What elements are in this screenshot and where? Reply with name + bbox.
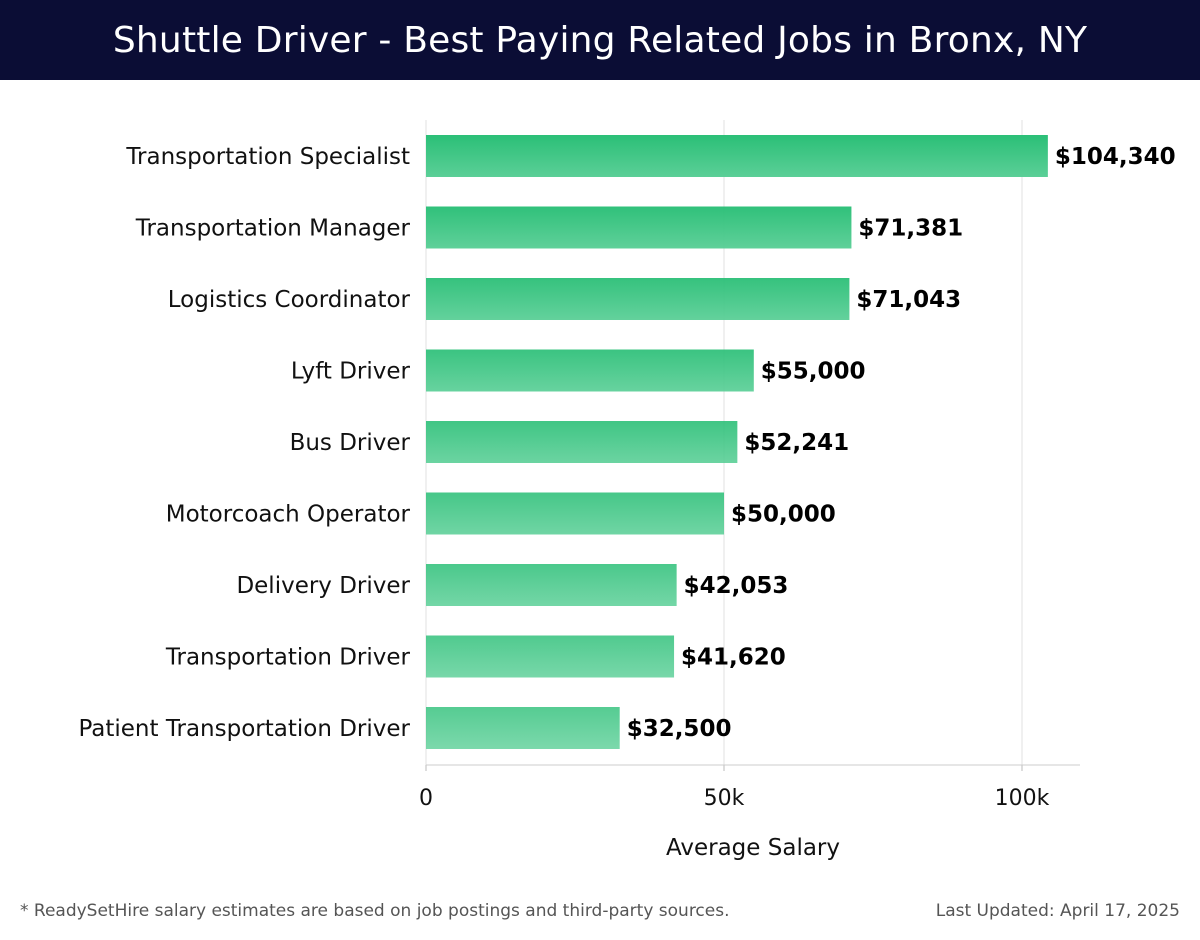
bar: [426, 564, 677, 606]
category-label: Transportation Driver: [165, 645, 411, 671]
value-label: $41,620: [681, 645, 786, 671]
category-label: Transportation Manager: [135, 216, 411, 242]
category-label: Bus Driver: [290, 430, 411, 456]
value-label: $32,500: [627, 716, 732, 742]
x-axis-title: Average Salary: [666, 835, 840, 861]
x-tick-label: 50k: [704, 786, 745, 811]
value-label: $71,043: [856, 287, 961, 313]
category-label: Lyft Driver: [291, 359, 411, 385]
value-label: $55,000: [761, 359, 866, 385]
value-label: $52,241: [744, 430, 849, 456]
page-title: Shuttle Driver - Best Paying Related Job…: [112, 19, 1088, 61]
value-label: $42,053: [684, 573, 789, 599]
salary-bar-chart: 0 50k 100k Transportation Specialist $104,34…: [78, 120, 1176, 861]
bar: [426, 135, 1048, 177]
value-label: $50,000: [731, 502, 836, 528]
last-updated: Last Updated: April 17, 2025: [935, 901, 1180, 921]
bar: [426, 206, 852, 249]
category-label: Logistics Coordinator: [168, 287, 411, 313]
bar: [426, 492, 724, 535]
x-tick-label: 100k: [995, 786, 1050, 811]
footer-note: * ReadySetHire salary estimates are base…: [20, 901, 730, 921]
value-label: $71,381: [858, 216, 963, 242]
footer: * ReadySetHire salary estimates are base…: [0, 895, 1200, 931]
bar: [426, 349, 754, 392]
chart-area: 0 50k 100k Transportation Specialist $104,34…: [0, 80, 1200, 880]
category-label: Patient Transportation Driver: [78, 716, 410, 742]
title-bar: Shuttle Driver - Best Paying Related Job…: [0, 0, 1200, 80]
bar: [426, 278, 850, 320]
category-label: Motorcoach Operator: [166, 502, 411, 528]
bar: [426, 707, 620, 749]
bar: [426, 635, 675, 678]
bar: [426, 421, 738, 463]
x-tick-label: 0: [419, 786, 433, 811]
value-label: $104,340: [1055, 144, 1176, 170]
category-label: Transportation Specialist: [125, 144, 410, 170]
category-label: Delivery Driver: [236, 573, 410, 599]
